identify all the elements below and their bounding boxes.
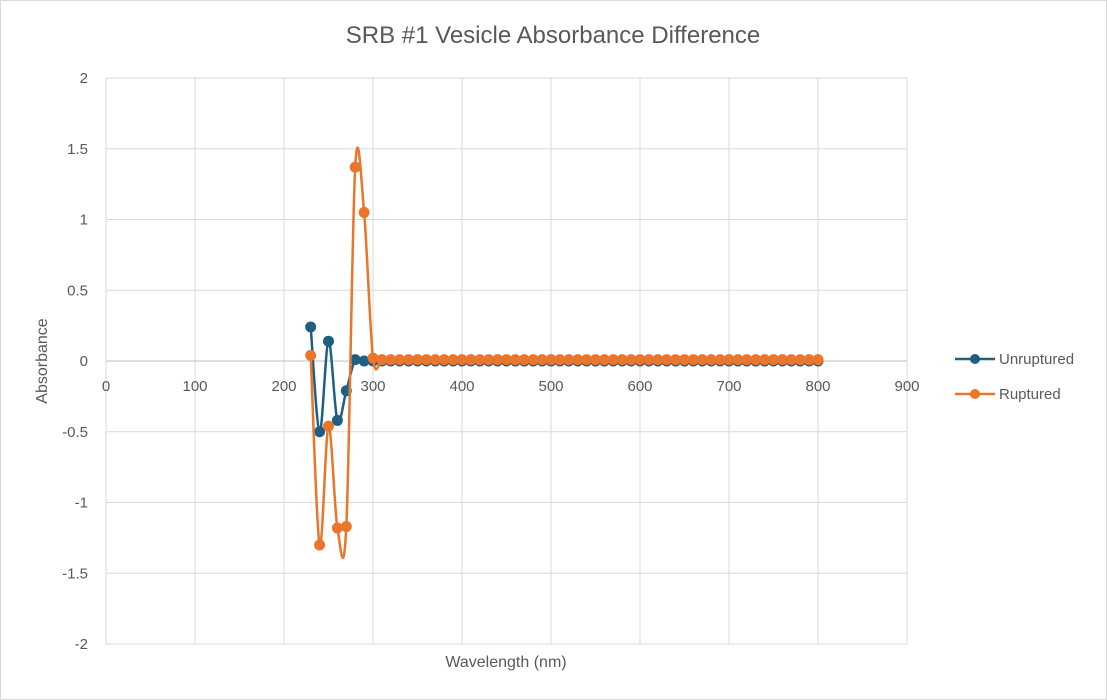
chart-title: SRB #1 Vesicle Absorbance Difference bbox=[346, 22, 760, 49]
x-tick-label: 600 bbox=[627, 378, 652, 395]
x-tick-label: 100 bbox=[182, 378, 207, 395]
data-point bbox=[323, 335, 334, 347]
legend-item: Unruptured bbox=[955, 351, 1074, 368]
data-point bbox=[305, 321, 317, 333]
x-tick-label: 0 bbox=[102, 378, 110, 395]
data-point bbox=[812, 354, 824, 366]
x-axis-title: Wavelength (nm) bbox=[445, 654, 566, 671]
series-ruptured bbox=[305, 146, 824, 560]
y-tick-label: 1 bbox=[80, 212, 88, 229]
x-tick-label: 900 bbox=[894, 378, 919, 395]
legend-label: Unruptured bbox=[999, 351, 1074, 368]
y-tick-label: 0.5 bbox=[67, 282, 88, 299]
data-point bbox=[323, 420, 334, 432]
data-point bbox=[331, 414, 343, 426]
x-tick-label: 500 bbox=[538, 378, 563, 395]
series-layer bbox=[305, 146, 824, 560]
y-tick-label: -2 bbox=[75, 636, 88, 653]
y-tick-label: -0.5 bbox=[62, 424, 88, 441]
gridlines bbox=[105, 77, 908, 645]
x-tick-label: 200 bbox=[271, 378, 296, 395]
x-tick-label: 300 bbox=[360, 378, 385, 395]
data-point bbox=[358, 206, 370, 218]
x-tick-label: 700 bbox=[716, 378, 741, 395]
x-tick-label: 800 bbox=[805, 378, 830, 395]
y-tick-label: 2 bbox=[80, 70, 88, 87]
data-point bbox=[314, 426, 326, 438]
data-point bbox=[331, 522, 343, 534]
legend-marker bbox=[970, 389, 980, 399]
data-point bbox=[349, 161, 361, 173]
x-tick-label: 400 bbox=[449, 378, 474, 395]
y-tick-labels: 2 1.5 1 0.5 0 -0.5 -1 -1.5 -2 bbox=[62, 70, 88, 653]
legend-marker bbox=[970, 354, 980, 364]
legend: Unruptured Ruptured bbox=[955, 351, 1074, 403]
data-point bbox=[314, 539, 326, 551]
y-tick-label: 1.5 bbox=[67, 141, 88, 158]
data-point bbox=[340, 521, 352, 533]
data-point bbox=[367, 352, 379, 364]
x-tick-labels: 0 100 200 300 400 500 600 700 800 900 bbox=[102, 378, 920, 395]
legend-item: Ruptured bbox=[955, 386, 1061, 403]
y-tick-label: -1 bbox=[75, 495, 88, 512]
data-point bbox=[305, 349, 317, 361]
legend-label: Ruptured bbox=[999, 386, 1061, 403]
y-tick-label: 0 bbox=[80, 353, 88, 370]
y-tick-label: -1.5 bbox=[62, 565, 88, 582]
y-axis-title: Absorbance bbox=[34, 318, 51, 403]
